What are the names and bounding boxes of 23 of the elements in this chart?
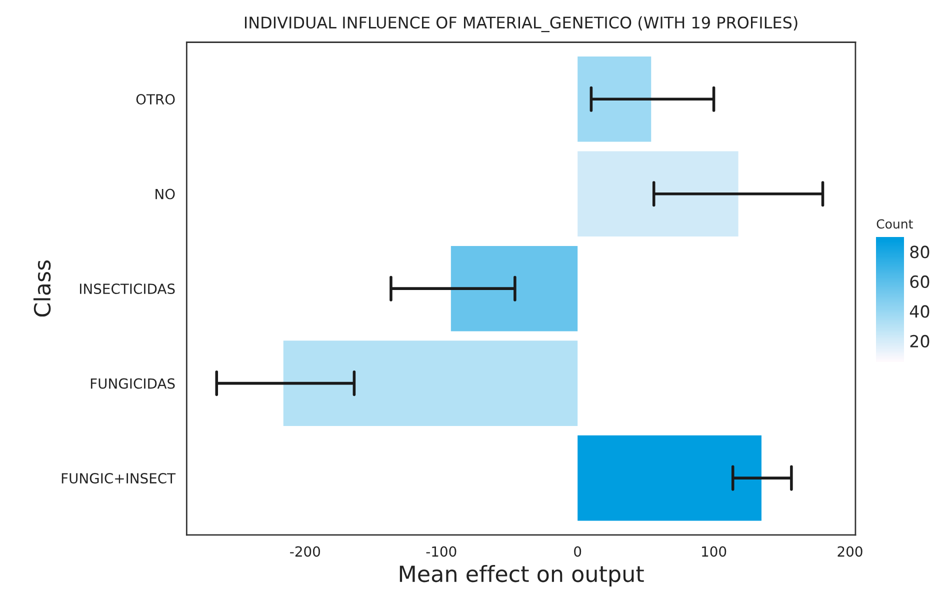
y-tick-label: FUNGICIDAS bbox=[90, 378, 175, 389]
y-tick-label: INSECTICIDAS bbox=[80, 284, 175, 294]
color-bar-label: 20 bbox=[910, 334, 930, 348]
bar bbox=[578, 435, 762, 521]
x-tick-label: -200 bbox=[290, 546, 320, 557]
y-tick-label: OTRO bbox=[136, 94, 175, 105]
color-bar-label: 40 bbox=[910, 305, 930, 318]
x-tick-label: 100 bbox=[702, 546, 726, 557]
bar bbox=[578, 56, 652, 142]
color-bar-label: 60 bbox=[910, 275, 930, 288]
x-tick-label: 200 bbox=[838, 546, 862, 557]
x-tick-label: 0 bbox=[574, 546, 582, 557]
color-bar-label: 80 bbox=[910, 246, 930, 258]
y-tick-label: NO bbox=[156, 188, 175, 200]
bar bbox=[578, 151, 738, 236]
x-axis-title: Mean effect on output bbox=[400, 565, 644, 587]
bar bbox=[283, 340, 578, 426]
bar bbox=[450, 246, 578, 332]
color-bar-title: Count bbox=[876, 219, 913, 229]
chart-title: INDIVIDUAL INFLUENCE OF MATERIAL_GENETICO (WITH 19 PROFILES) bbox=[244, 16, 798, 32]
x-tick-label: -100 bbox=[426, 546, 456, 557]
y-axis-title: Class bbox=[33, 260, 51, 317]
y-tick-label: FUNGIC+INSECT bbox=[62, 473, 176, 484]
